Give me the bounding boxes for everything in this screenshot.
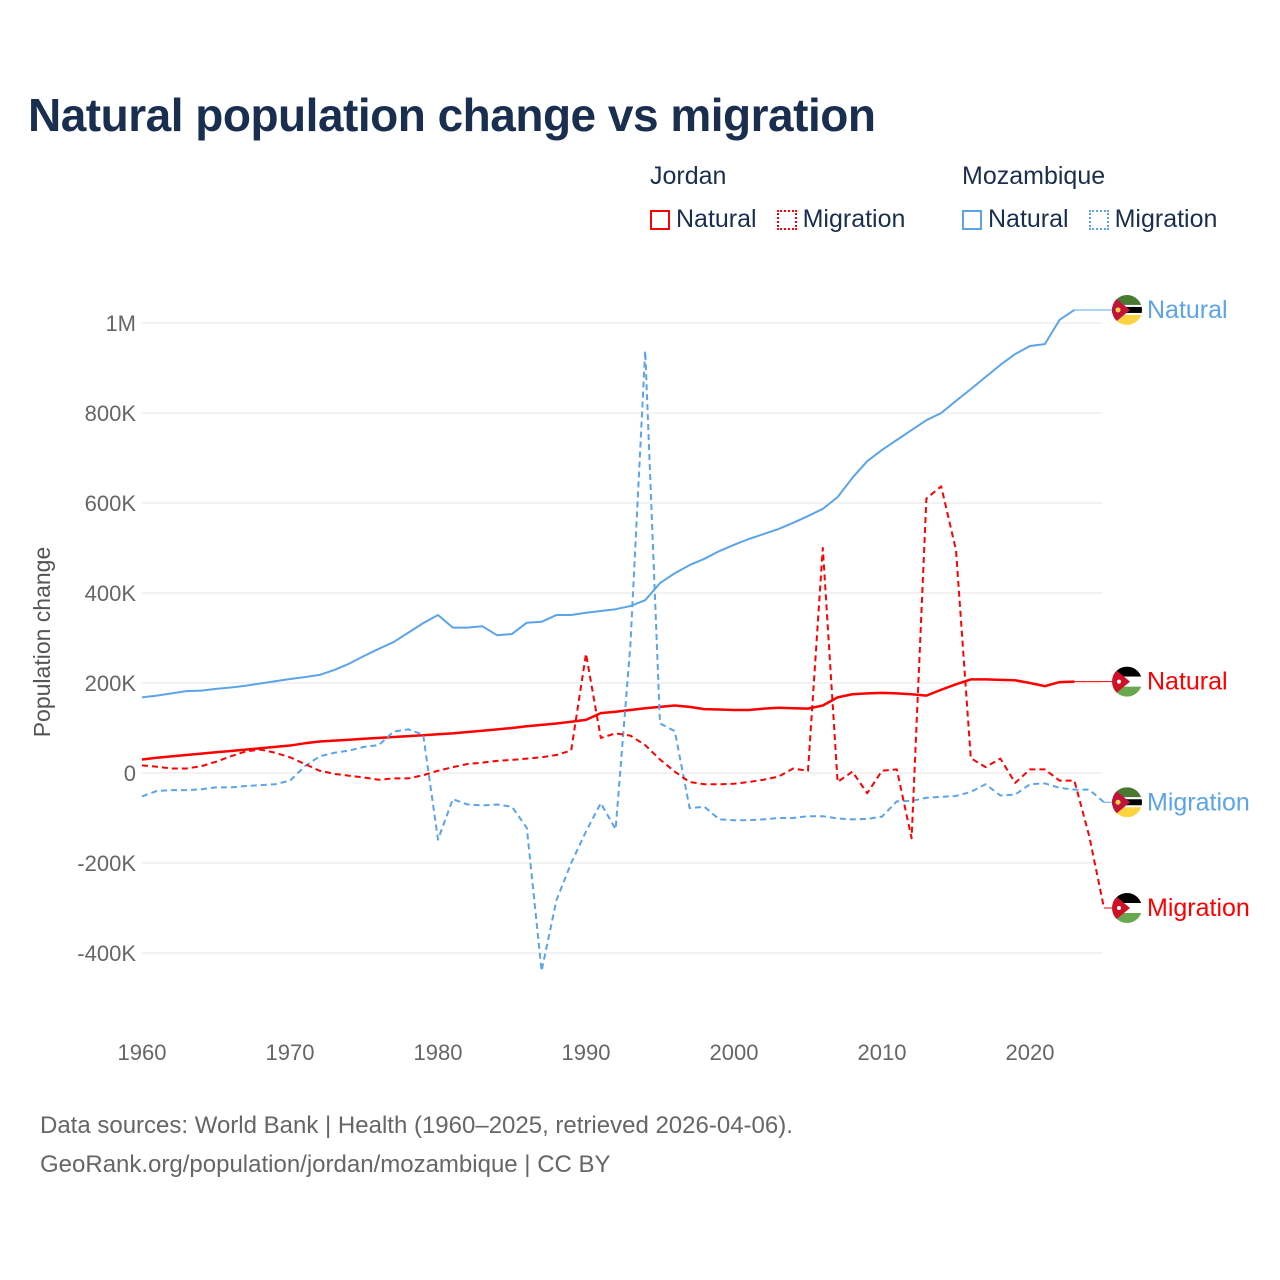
legend-item-mozambique-natural[interactable]: Natural	[962, 205, 1069, 234]
flag-star	[1117, 679, 1121, 684]
legend-country-label: Jordan	[650, 162, 727, 190]
series-end-label: Migration	[1147, 788, 1250, 816]
legend-label: Natural	[988, 205, 1069, 233]
y-tick-label: 1M	[105, 311, 136, 336]
flag-body	[1112, 787, 1142, 818]
jordan-flag-icon	[1112, 893, 1142, 923]
flag-stripe	[1112, 666, 1142, 677]
x-tick-label: 1990	[562, 1040, 611, 1065]
series-line-jordan-migration	[141, 485, 1105, 909]
flag-star	[1115, 307, 1121, 313]
series-end-label: Natural	[1147, 668, 1228, 696]
legend-swatch-dotted	[776, 209, 797, 230]
legend-group-mozambique: Mozambique Natural Migration	[962, 162, 1237, 234]
flag-star	[1115, 799, 1121, 805]
legend-country-label: Mozambique	[962, 162, 1106, 190]
y-tick-label: 0	[124, 761, 136, 786]
footer-sources: Data sources: World Bank | Health (1960–…	[40, 1112, 793, 1139]
x-tick-label: 2010	[858, 1040, 907, 1065]
y-tick-label: -400K	[77, 941, 136, 966]
flag-stripe	[1112, 787, 1142, 798]
series-line-jordan-natural	[141, 678, 1075, 761]
flag-triangle	[1112, 294, 1130, 325]
legend-label: Natural	[676, 205, 757, 233]
y-tick-label: -200K	[77, 851, 136, 876]
x-tick-label: 1970	[266, 1040, 315, 1065]
mozambique-flag-icon	[1112, 294, 1142, 325]
y-tick-label: 200K	[85, 671, 137, 696]
series-end-label: Migration	[1147, 894, 1250, 922]
series-line-mozambique-natural	[141, 309, 1075, 699]
flag-stripe	[1112, 314, 1142, 325]
chart-title: Natural population change vs migration	[28, 89, 876, 141]
legend-item-mozambique-migration[interactable]: Migration	[1088, 205, 1218, 234]
series-line-mozambique-migration	[141, 349, 1105, 972]
y-axis-title: Population change	[29, 547, 55, 738]
flag-body	[1112, 294, 1142, 325]
y-tick-label: 800K	[85, 401, 137, 426]
flag-triangle	[1112, 787, 1130, 818]
mozambique-flag-icon	[1112, 787, 1142, 818]
legend-label: Migration	[802, 205, 906, 233]
legend-swatch-dotted	[1088, 209, 1109, 230]
x-tick-label: 1960	[118, 1040, 167, 1065]
flag-body	[1112, 893, 1142, 923]
x-tick-label: 1980	[414, 1040, 463, 1065]
flag-stripe	[1112, 893, 1142, 903]
flag-stripe	[1112, 294, 1142, 305]
footer-link[interactable]: GeoRank.org/population/jordan/mozambique…	[40, 1151, 611, 1178]
legend-item-jordan-natural[interactable]: Natural	[650, 205, 757, 234]
series-end-label: Natural	[1147, 296, 1228, 324]
legend-swatch-solid	[650, 209, 670, 230]
legend-item-jordan-migration[interactable]: Migration	[776, 205, 906, 234]
y-tick-label: 400K	[85, 581, 137, 606]
legend-label: Migration	[1114, 205, 1218, 233]
legend-group-jordan: Jordan Natural Migration	[650, 162, 925, 234]
jordan-flag-icon	[1112, 666, 1142, 697]
flag-stripe	[1112, 686, 1142, 697]
flag-body	[1112, 666, 1142, 697]
footer: Data sources: World Bank | Health (1960–…	[40, 1106, 793, 1184]
flag-stripe	[1112, 913, 1142, 923]
y-tick-label: 600K	[85, 491, 137, 516]
flag-stripe	[1112, 807, 1142, 818]
x-tick-label: 2000	[710, 1040, 759, 1065]
legend-swatch-solid	[962, 209, 982, 230]
x-tick-label: 2020	[1006, 1040, 1055, 1065]
flag-star	[1117, 906, 1121, 910]
